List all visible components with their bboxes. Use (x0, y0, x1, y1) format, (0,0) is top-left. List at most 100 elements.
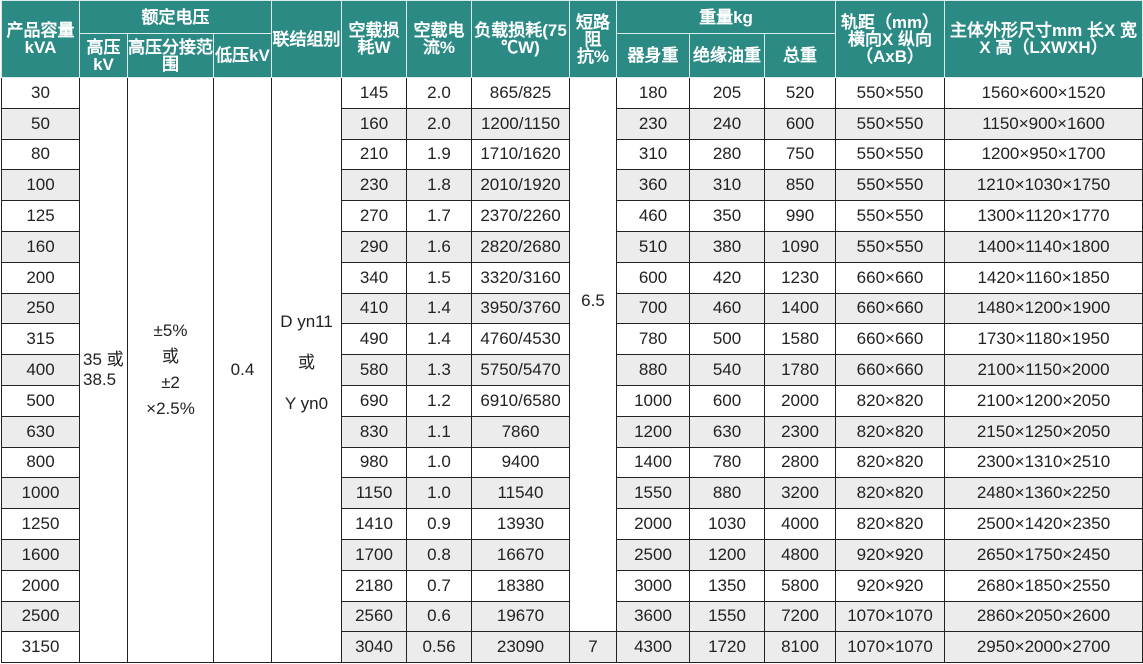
header-total-weight: 总重 (764, 33, 836, 78)
cell-dims: 2500×1420×2350 (944, 508, 1143, 540)
cell-capacity: 2500 (1, 600, 80, 633)
cell-load-loss: 23090 (471, 631, 570, 664)
cell-dims: 1730×1180×1950 (944, 323, 1143, 356)
header-capacity: 产品容量kVA (1, 0, 80, 78)
cell-total-weight: 2000 (764, 384, 836, 417)
merged-line: ±5% (153, 321, 188, 341)
cell-noload-current: 1.6 (406, 230, 472, 263)
cell-capacity: 400 (1, 354, 80, 386)
cell-body-weight: 780 (616, 323, 690, 356)
cell-body-weight: 1000 (616, 384, 690, 417)
cell-total-weight: 1580 (764, 323, 836, 356)
cell-oil-weight: 1200 (689, 538, 765, 571)
cell-gauge: 550×550 (835, 138, 945, 171)
merged-line: 或 (162, 347, 179, 367)
cell-noload-current: 1.0 (406, 477, 472, 510)
header-hv: 高压kV (79, 33, 128, 78)
cell-body-weight: 3000 (616, 569, 690, 602)
cell-oil-weight: 205 (689, 77, 765, 109)
cell-dims: 1300×1120×1770 (944, 200, 1143, 232)
table-row: 500 690 1.2 6910/6580 1000 600 2000 820×820 2100… (1, 384, 1143, 417)
cell-dims: 2860×2050×2600 (944, 600, 1143, 633)
cell-load-loss: 2010/1920 (471, 169, 570, 202)
cell-capacity: 315 (1, 323, 80, 356)
cell-gauge: 920×920 (835, 538, 945, 571)
cell-oil-weight: 240 (689, 107, 765, 140)
cell-body-weight: 1550 (616, 477, 690, 510)
cell-gauge: 820×820 (835, 384, 945, 417)
cell-gauge: 550×550 (835, 230, 945, 263)
cell-capacity: 100 (1, 169, 80, 202)
cell-noload-loss: 160 (341, 107, 407, 140)
cell-oil-weight: 500 (689, 323, 765, 356)
cell-capacity: 30 (1, 77, 80, 109)
cell-oil-weight: 420 (689, 261, 765, 294)
cell-gauge: 820×820 (835, 508, 945, 540)
cell-gauge: 660×660 (835, 354, 945, 386)
cell-body-weight: 1200 (616, 415, 690, 448)
table-row: 2500 2560 0.6 19670 3600 1550 7200 1070×1070 286… (1, 600, 1143, 633)
merged-line: D yn11 (280, 311, 333, 331)
cell-noload-loss: 230 (341, 169, 407, 202)
cell-dims: 1200×950×1700 (944, 138, 1143, 171)
cell-dims: 2100×1200×2050 (944, 384, 1143, 417)
header-noload-loss: 空载损耗W (341, 0, 407, 78)
cell-total-weight: 7200 (764, 600, 836, 633)
cell-noload-current: 1.9 (406, 138, 472, 171)
cell-capacity: 1250 (1, 508, 80, 540)
cell-load-loss: 3950/3760 (471, 292, 570, 325)
table-row: 125 270 1.7 2370/2260 460 350 990 550×550 1300×1… (1, 200, 1143, 232)
cell-noload-loss: 2180 (341, 569, 407, 602)
header-rated-voltage: 额定电压 (79, 0, 272, 34)
cell-noload-current: 1.4 (406, 292, 472, 325)
table-row: 1600 1700 0.8 16670 2500 1200 4800 920×920 2650×… (1, 538, 1143, 571)
cell-gauge: 1070×1070 (835, 631, 945, 664)
cell-total-weight: 3200 (764, 477, 836, 510)
cell-body-weight: 880 (616, 354, 690, 386)
cell-noload-current: 0.8 (406, 538, 472, 571)
cell-capacity: 200 (1, 261, 80, 294)
cell-noload-current: 1.0 (406, 446, 472, 479)
cell-capacity: 160 (1, 230, 80, 263)
cell-capacity: 800 (1, 446, 80, 479)
cell-load-loss: 1710/1620 (471, 138, 570, 171)
cell-body-weight: 180 (616, 77, 690, 109)
cell-lv: 0.4 (213, 76, 272, 664)
cell-oil-weight: 1030 (689, 508, 765, 540)
cell-body-weight: 700 (616, 292, 690, 325)
cell-noload-current: 1.5 (406, 261, 472, 294)
cell-capacity: 50 (1, 107, 80, 140)
cell-dims: 2300×1310×2510 (944, 446, 1143, 479)
cell-total-weight: 4000 (764, 508, 836, 540)
cell-oil-weight: 1350 (689, 569, 765, 602)
cell-noload-loss: 410 (341, 292, 407, 325)
header-hv-tap: 高压分接范围 (127, 33, 214, 78)
cell-noload-loss: 2560 (341, 600, 407, 633)
cell-total-weight: 1400 (764, 292, 836, 325)
cell-load-loss: 6910/6580 (471, 384, 570, 417)
header-load-loss: 负载损耗(75 ℃W) (471, 0, 570, 78)
merged-line: 或 (298, 352, 315, 372)
table-row: 400 580 1.3 5750/5470 880 540 1780 660×660 2100×… (1, 354, 1143, 386)
cell-total-weight: 1090 (764, 230, 836, 263)
cell-total-weight: 5800 (764, 569, 836, 602)
cell-dims: 1420×1160×1850 (944, 261, 1143, 294)
cell-load-loss: 2820/2680 (471, 230, 570, 263)
cell-noload-loss: 690 (341, 384, 407, 417)
cell-dims: 2950×2000×2700 (944, 631, 1143, 664)
cell-total-weight: 8100 (764, 631, 836, 664)
cell-load-loss: 2370/2260 (471, 200, 570, 232)
cell-capacity: 1600 (1, 538, 80, 571)
cell-total-weight: 600 (764, 107, 836, 140)
cell-oil-weight: 310 (689, 169, 765, 202)
cell-noload-current: 0.9 (406, 508, 472, 540)
cell-gauge: 1070×1070 (835, 600, 945, 633)
cell-dims: 2680×1850×2550 (944, 569, 1143, 602)
cell-oil-weight: 350 (689, 200, 765, 232)
cell-body-weight: 3600 (616, 600, 690, 633)
cell-oil-weight: 630 (689, 415, 765, 448)
cell-gauge: 920×920 (835, 569, 945, 602)
cell-noload-current: 1.8 (406, 169, 472, 202)
cell-dims: 1400×1140×1800 (944, 230, 1143, 263)
